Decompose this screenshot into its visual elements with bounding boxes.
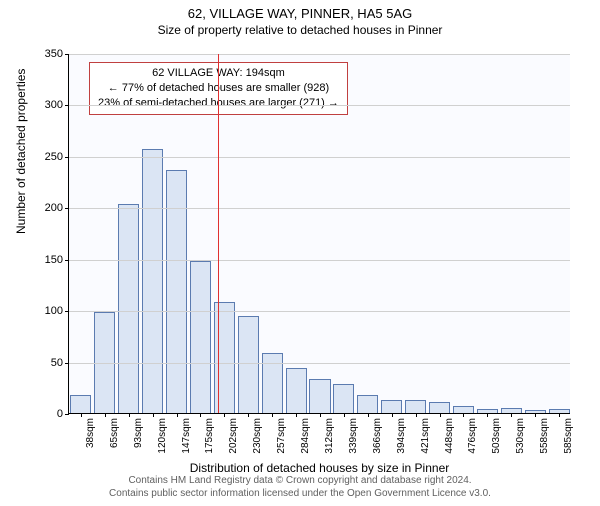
x-axis-label: Distribution of detached houses by size … (190, 461, 449, 475)
xtick-mark (392, 413, 393, 417)
xtick-label: 202sqm (228, 418, 239, 454)
chart-title-main: 62, VILLAGE WAY, PINNER, HA5 5AG (0, 6, 600, 21)
xtick-mark (153, 413, 154, 417)
xtick-mark (200, 413, 201, 417)
xtick-label: 585sqm (563, 418, 574, 454)
histogram-bar (190, 261, 211, 413)
xtick-mark (559, 413, 560, 417)
footer-line-2: Contains public sector information licen… (0, 487, 600, 500)
xtick-mark (368, 413, 369, 417)
xtick-label: 284sqm (300, 418, 311, 454)
chart-title-sub: Size of property relative to detached ho… (0, 23, 600, 37)
xtick-mark (81, 413, 82, 417)
histogram-bar (381, 400, 402, 413)
footer-line-1: Contains HM Land Registry data © Crown c… (0, 474, 600, 487)
gridline (69, 105, 570, 106)
xtick-mark (129, 413, 130, 417)
ytick-mark (65, 414, 69, 415)
gridline (69, 260, 570, 261)
histogram-bar (286, 368, 307, 413)
histogram-bar (405, 400, 426, 413)
xtick-label: 257sqm (276, 418, 287, 454)
histogram-bar (142, 149, 163, 413)
xtick-mark (296, 413, 297, 417)
xtick-label: 448sqm (444, 418, 455, 454)
xtick-mark (177, 413, 178, 417)
xtick-label: 38sqm (85, 418, 96, 448)
xtick-mark (535, 413, 536, 417)
histogram-bar (429, 402, 450, 413)
xtick-mark (416, 413, 417, 417)
xtick-mark (463, 413, 464, 417)
xtick-mark (105, 413, 106, 417)
xtick-mark (248, 413, 249, 417)
xtick-mark (511, 413, 512, 417)
xtick-label: 394sqm (396, 418, 407, 454)
xtick-label: 366sqm (372, 418, 383, 454)
xtick-mark (320, 413, 321, 417)
ytick-mark (65, 157, 69, 158)
gridline (69, 311, 570, 312)
gridline (69, 54, 570, 55)
histogram-bar (70, 395, 91, 414)
gridline (69, 157, 570, 158)
y-axis-label: Number of detached properties (14, 69, 28, 234)
histogram-bar (118, 204, 139, 413)
xtick-label: 503sqm (491, 418, 502, 454)
xtick-mark (224, 413, 225, 417)
xtick-label: 558sqm (539, 418, 550, 454)
ytick-mark (65, 260, 69, 261)
xtick-label: 476sqm (467, 418, 478, 454)
xtick-label: 530sqm (515, 418, 526, 454)
chart-plot-area: 62 VILLAGE WAY: 194sqm ← 77% of detached… (68, 54, 570, 414)
xtick-label: 421sqm (420, 418, 431, 454)
xtick-label: 175sqm (204, 418, 215, 454)
ytick-mark (65, 105, 69, 106)
ytick-mark (65, 363, 69, 364)
xtick-mark (344, 413, 345, 417)
xtick-mark (440, 413, 441, 417)
ytick-mark (65, 311, 69, 312)
xtick-label: 339sqm (348, 418, 359, 454)
xtick-label: 93sqm (133, 418, 144, 448)
marker-line (218, 54, 219, 413)
gridline (69, 208, 570, 209)
xtick-mark (272, 413, 273, 417)
ytick-mark (65, 54, 69, 55)
histogram-bar (166, 170, 187, 413)
xtick-label: 312sqm (324, 418, 335, 454)
histogram-bar (333, 384, 354, 413)
xtick-label: 147sqm (181, 418, 192, 454)
gridline (69, 363, 570, 364)
xtick-label: 230sqm (252, 418, 263, 454)
xtick-label: 120sqm (157, 418, 168, 454)
xtick-label: 65sqm (109, 418, 120, 448)
histogram-bar (357, 395, 378, 414)
histogram-bar (453, 406, 474, 413)
ytick-mark (65, 208, 69, 209)
footer-attribution: Contains HM Land Registry data © Crown c… (0, 474, 600, 500)
histogram-bar (238, 316, 259, 413)
xtick-mark (487, 413, 488, 417)
histogram-bar (309, 379, 330, 413)
